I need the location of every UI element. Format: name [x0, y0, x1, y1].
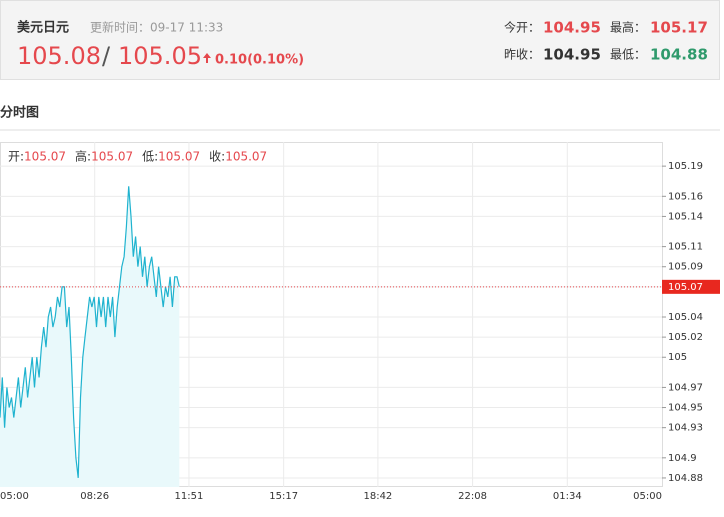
ohlc-label: 开: [8, 150, 24, 164]
up-arrow [203, 53, 211, 63]
area [0, 186, 180, 488]
pair-name: 美元日元 [17, 20, 69, 36]
y-tick-label: 105.09 [668, 262, 703, 273]
y-tick-label: 105 [668, 352, 687, 363]
y-tick-label: 104.95 [668, 403, 703, 414]
x-tick-label: 08:26 [80, 491, 109, 502]
x-tick-label: 22:08 [458, 491, 487, 502]
ask-price: 105.05 [118, 42, 202, 70]
last-price-label: 105.07 [668, 282, 703, 293]
x-tick-label: 05:00 [0, 491, 29, 502]
quote-label: 最高： [610, 20, 646, 35]
last-price-box [662, 279, 720, 294]
y-tick-label: 105.11 [668, 242, 703, 253]
update-time: 更新时间：09-17 11:33 [90, 20, 223, 35]
y-tick-label: 105.04 [668, 312, 703, 323]
quote-label: 今开： [504, 20, 540, 35]
ohlc-label: 高: [75, 149, 91, 164]
change: 0.10(0.10%) [215, 53, 304, 68]
y-tick-label: 105.02 [668, 332, 703, 343]
plot: 104.88 104.9 104.93 104.95 104.97 105 105.02 10… [0, 142, 720, 502]
quote-value: 105.17 [650, 19, 708, 37]
y-tick-label: 104.97 [668, 382, 703, 393]
y-tick-label: 104.93 [668, 423, 703, 434]
ohlc-value: 105.07 [158, 150, 200, 164]
y-tick-label: 104.9 [668, 453, 697, 464]
quote-value: 104.88 [650, 46, 708, 64]
x-tick-label: 18:42 [363, 491, 392, 502]
plot-frame [0, 142, 663, 487]
separator: / [102, 42, 111, 70]
quote-label: 昨收： [504, 48, 540, 62]
section-title: 分时图 [0, 105, 39, 121]
quote-value: 104.95 [543, 19, 601, 37]
quote-panel [0, 0, 720, 80]
quote-label: 最低： [610, 48, 646, 62]
ohlc-value: 105.07 [225, 150, 267, 164]
price-line [0, 186, 180, 478]
ohlc-value: 105.07 [91, 150, 133, 164]
y-tick-label: 105.16 [668, 191, 703, 202]
y-tick-label: 105.14 [668, 211, 703, 222]
x-tick-label: 15:17 [269, 491, 298, 502]
x-tick-label: 01:34 [553, 491, 582, 502]
x-tick-label: 11:51 [175, 491, 204, 502]
x-tick-label: 05:00 [633, 491, 662, 502]
bid-price: 105.08 [17, 42, 101, 70]
y-tick-label: 105.19 [668, 161, 703, 172]
ohlc-value: 105.07 [24, 150, 66, 164]
ohlc-label: 低: [142, 150, 158, 164]
ohlc-label: 收: [209, 150, 225, 164]
quote-value: 104.95 [543, 46, 601, 64]
y-tick-label: 104.88 [668, 473, 703, 484]
